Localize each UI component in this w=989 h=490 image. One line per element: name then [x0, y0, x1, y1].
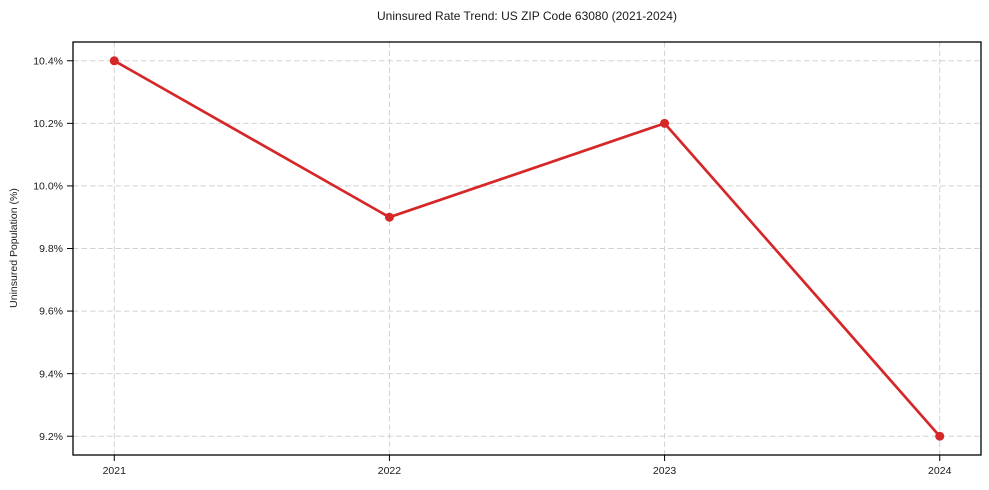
- y-tick-label: 10.0%: [33, 181, 63, 193]
- y-tick-label: 10.2%: [33, 118, 63, 130]
- data-point-marker: [660, 118, 670, 128]
- x-tick-label: 2021: [103, 465, 127, 477]
- y-tick-labels: 9.2% 9.4% 9.6% 9.8% 10.0% 10.2% 10.4%: [33, 55, 63, 442]
- data-point-marker: [109, 56, 119, 66]
- series-line: [112, 59, 942, 438]
- x-tick-label: 2024: [928, 465, 952, 477]
- plot-border: [72, 41, 982, 456]
- y-axis-label: Uninsured Population (%): [8, 188, 20, 308]
- y-tick-label: 9.2%: [39, 431, 63, 443]
- trend-line: [112, 59, 942, 438]
- data-point-marker: [935, 431, 945, 441]
- x-tick-label: 2023: [653, 465, 677, 477]
- y-tick-label: 10.4%: [33, 55, 63, 67]
- x-tick-labels: 2021 2022 2023 2024: [103, 465, 952, 477]
- x-tick-label: 2022: [378, 465, 402, 477]
- y-tick-label: 9.8%: [39, 243, 63, 255]
- y-tick-label: 9.4%: [39, 368, 63, 380]
- y-tick-label: 9.6%: [39, 306, 63, 318]
- data-markers: [109, 56, 945, 441]
- axis-ticks: [67, 60, 941, 461]
- data-point-marker: [384, 212, 394, 222]
- gridlines: [73, 42, 981, 455]
- chart-title: Uninsured Rate Trend: US ZIP Code 63080 …: [377, 9, 677, 23]
